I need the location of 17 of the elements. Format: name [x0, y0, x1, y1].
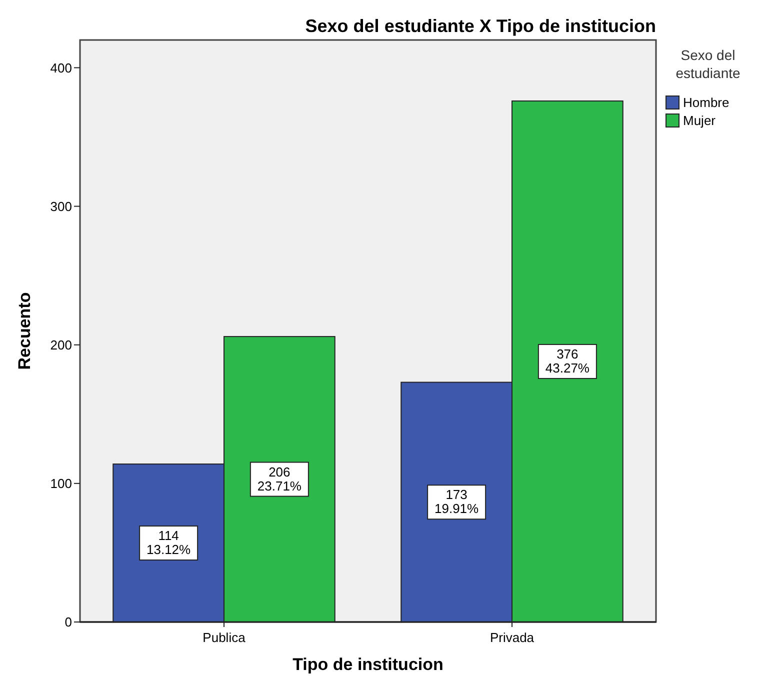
legend-label: Hombre — [683, 95, 730, 110]
data-label: 114 13.12% — [146, 528, 192, 558]
y-tick-label: 100 — [50, 476, 72, 491]
legend-title: Sexo del estudiante — [676, 47, 741, 81]
y-tick-label: 400 — [50, 60, 72, 76]
data-label: 173 19.91% — [434, 487, 480, 516]
y-tick-label: 0 — [64, 614, 72, 630]
y-tick-label: 300 — [50, 198, 72, 214]
x-tick-label: Privada — [490, 630, 535, 645]
y-axis-title: Recuento — [15, 292, 34, 370]
data-label: 376 43.27% — [545, 346, 590, 376]
y-tick-label: 200 — [50, 337, 72, 352]
legend-label: Mujer — [683, 113, 716, 128]
x-tick-label: Publica — [202, 630, 246, 645]
x-axis-title: Tipo de institucion — [292, 655, 444, 674]
data-label: 206 23.71% — [257, 464, 302, 494]
chart-title: Sexo del estudiante X Tipo de institucion — [305, 16, 656, 36]
